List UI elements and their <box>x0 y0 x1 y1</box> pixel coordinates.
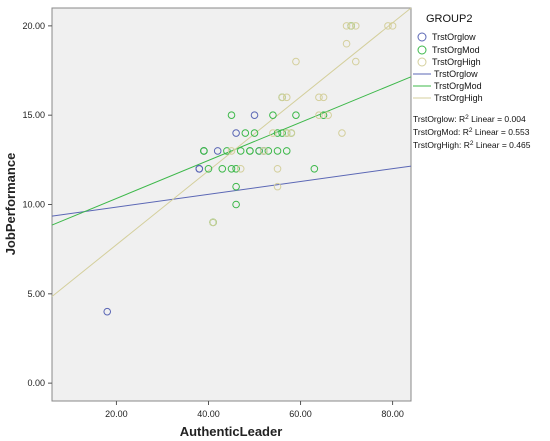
point-trstorghigh <box>282 93 291 102</box>
point-trstorghigh <box>347 22 355 30</box>
legend-line-label-trstorghigh: TrstOrgHigh <box>434 93 483 103</box>
point-trstorgmod <box>227 111 236 119</box>
point-trstorglow <box>232 129 240 137</box>
point-trstorgmod <box>232 164 240 173</box>
fit-line-trstorglow <box>51 165 412 217</box>
x-tick-label: 20.00 <box>105 409 128 419</box>
legend-marker-trstorgmod <box>417 45 427 55</box>
point-trstorghigh <box>338 129 346 137</box>
point-trstorghigh <box>292 57 300 66</box>
point-trstorgmod <box>200 147 208 155</box>
point-trstorgmod <box>264 147 273 155</box>
y-axis-ticks: 0.00 5.00 10.00 15.00 20.00 <box>22 21 52 388</box>
legend-line-label-trstorglow: TrstOrglow <box>434 69 478 79</box>
point-trstorgmod <box>269 111 277 119</box>
point-trstorghigh <box>351 57 360 66</box>
point-trstorgmod <box>310 164 319 173</box>
point-trstorghigh <box>388 22 397 30</box>
point-trstorghigh <box>236 164 245 173</box>
legend-title: GROUP2 <box>426 13 472 25</box>
point-trstorghigh <box>259 147 268 155</box>
point-trstorghigh <box>278 93 286 102</box>
x-tick-label: 80.00 <box>381 409 404 419</box>
r2-label-trstorglow: TrstOrglow: R2 Linear = 0.004 <box>413 114 526 124</box>
point-trstorghigh <box>315 93 323 102</box>
x-axis-title: AuthenticLeader <box>180 424 283 439</box>
point-trstorghigh <box>209 218 217 227</box>
point-trstorgmod <box>273 147 282 155</box>
legend: GROUP2 TrstOrglow TrstOrgMod TrstOrgHigh… <box>413 13 531 150</box>
y-axis-title: JobPerformance <box>3 153 18 256</box>
data-points <box>103 22 397 316</box>
point-trstorglow <box>103 307 112 316</box>
fit-line-trstorghigh <box>51 7 412 297</box>
plot-area <box>51 7 412 402</box>
legend-label-trstorghigh: TrstOrgHigh <box>432 57 481 67</box>
legend-label-trstorgmod: TrstOrgMod <box>432 45 480 55</box>
point-trstorghigh <box>342 39 351 48</box>
point-trstorgmod <box>255 147 263 155</box>
point-trstorgmod <box>246 147 254 155</box>
fit-lines <box>51 7 412 297</box>
legend-marker-trstorghigh <box>417 57 427 67</box>
y-tick-label: 5.00 <box>27 289 45 299</box>
y-tick-label: 10.00 <box>22 200 45 210</box>
legend-label-trstorglow: TrstOrglow <box>432 32 476 42</box>
y-tick-label: 20.00 <box>22 21 45 31</box>
point-trstorgmod <box>273 129 282 137</box>
point-trstorgmod <box>282 147 291 155</box>
point-trstorghigh <box>319 93 328 102</box>
point-trstorglow <box>213 147 222 155</box>
point-trstorghigh <box>287 129 296 137</box>
point-trstorghigh <box>227 147 236 155</box>
legend-line-label-trstorgmod: TrstOrgMod <box>434 81 482 91</box>
point-trstorglow <box>195 164 204 173</box>
point-trstorgmod <box>241 129 250 137</box>
x-tick-label: 40.00 <box>197 409 220 419</box>
y-tick-label: 0.00 <box>27 378 45 388</box>
point-trstorghigh <box>342 22 351 30</box>
point-trstorghigh <box>351 22 360 30</box>
point-trstorghigh <box>384 22 392 30</box>
r2-label-trstorghigh: TrstOrgHigh: R2 Linear = 0.465 <box>413 140 531 150</box>
point-trstorgmod <box>250 129 259 137</box>
point-trstorgmod <box>319 111 328 119</box>
point-trstorgmod <box>236 147 245 155</box>
legend-marker-trstorglow <box>417 32 427 42</box>
point-trstorgmod <box>278 129 286 137</box>
point-trstorghigh <box>273 164 282 173</box>
point-trstorgmod <box>227 164 236 173</box>
point-trstorglow <box>250 111 259 119</box>
point-trstorghigh <box>324 111 332 119</box>
point-trstorgmod <box>204 164 213 173</box>
y-tick-label: 15.00 <box>22 110 45 120</box>
point-trstorgmod <box>232 200 240 209</box>
point-trstorghigh <box>282 129 291 137</box>
r2-label-trstorgmod: TrstOrgMod: R2 Linear = 0.553 <box>413 127 530 137</box>
point-trstorgmod <box>232 182 240 191</box>
point-trstorgmod <box>223 147 231 155</box>
x-tick-label: 60.00 <box>289 409 312 419</box>
fit-line-trstorgmod <box>51 76 412 226</box>
point-trstorghigh <box>273 182 282 191</box>
point-trstorghigh <box>315 111 323 119</box>
point-trstorghigh <box>269 129 277 137</box>
x-axis-ticks: 20.00 40.00 60.00 80.00 <box>105 401 404 419</box>
point-trstorgmod <box>292 111 300 119</box>
point-trstorgmod <box>218 164 227 173</box>
